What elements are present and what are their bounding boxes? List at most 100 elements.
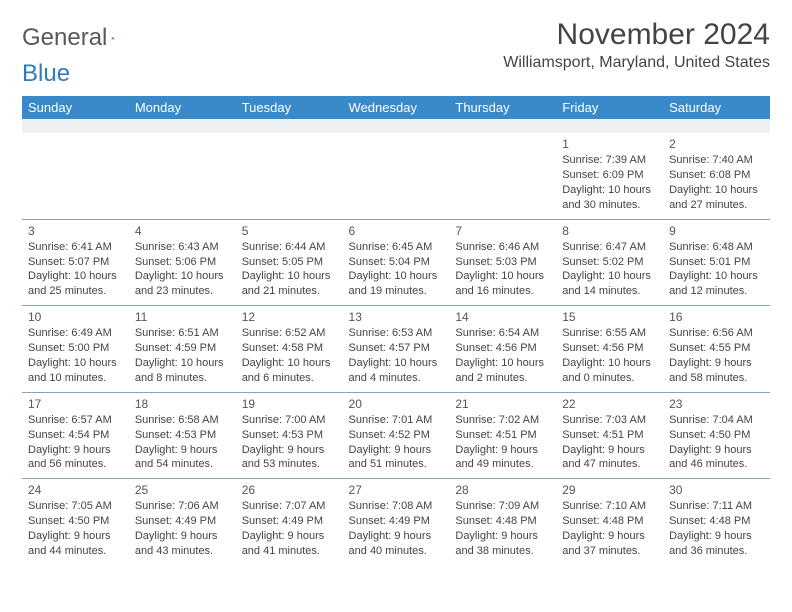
day-cell: 15Sunrise: 6:55 AMSunset: 4:56 PMDayligh… [556,306,663,393]
daylight-text: Daylight: 9 hours and 43 minutes. [135,529,230,559]
daylight-text: Daylight: 9 hours and 58 minutes. [669,356,764,386]
sunrise-text: Sunrise: 6:44 AM [242,240,337,255]
day-cell: 1Sunrise: 7:39 AMSunset: 6:09 PMDaylight… [556,133,663,219]
daylight-text: Daylight: 10 hours and 16 minutes. [455,269,550,299]
sunset-text: Sunset: 4:48 PM [669,514,764,529]
sunset-text: Sunset: 5:06 PM [135,255,230,270]
dh-sun: Sunday [22,96,129,119]
day-cell: 4Sunrise: 6:43 AMSunset: 5:06 PMDaylight… [129,219,236,306]
daylight-text: Daylight: 9 hours and 37 minutes. [562,529,657,559]
daylight-text: Daylight: 10 hours and 19 minutes. [349,269,444,299]
sunset-text: Sunset: 4:48 PM [562,514,657,529]
logo: General [22,18,135,52]
sunrise-text: Sunrise: 6:45 AM [349,240,444,255]
day-number: 15 [562,309,657,325]
location: Williamsport, Maryland, United States [503,54,770,72]
day-cell: 13Sunrise: 6:53 AMSunset: 4:57 PMDayligh… [343,306,450,393]
daylight-text: Daylight: 10 hours and 30 minutes. [562,183,657,213]
day-number: 4 [135,223,230,239]
day-cell: 11Sunrise: 6:51 AMSunset: 4:59 PMDayligh… [129,306,236,393]
day-number: 13 [349,309,444,325]
day-number: 2 [669,136,764,152]
sunrise-text: Sunrise: 6:54 AM [455,326,550,341]
daylight-text: Daylight: 10 hours and 25 minutes. [28,269,123,299]
sunrise-text: Sunrise: 6:43 AM [135,240,230,255]
sunset-text: Sunset: 4:59 PM [135,341,230,356]
sunrise-text: Sunrise: 6:41 AM [28,240,123,255]
daylight-text: Daylight: 9 hours and 44 minutes. [28,529,123,559]
calendar-table: Sunday Monday Tuesday Wednesday Thursday… [22,96,770,565]
day-cell: 18Sunrise: 6:58 AMSunset: 4:53 PMDayligh… [129,392,236,479]
sunrise-text: Sunrise: 6:48 AM [669,240,764,255]
daylight-text: Daylight: 10 hours and 0 minutes. [562,356,657,386]
day-cell: 10Sunrise: 6:49 AMSunset: 5:00 PMDayligh… [22,306,129,393]
sunset-text: Sunset: 4:54 PM [28,428,123,443]
day-header-row: Sunday Monday Tuesday Wednesday Thursday… [22,96,770,119]
daylight-text: Daylight: 9 hours and 56 minutes. [28,443,123,473]
day-cell: 8Sunrise: 6:47 AMSunset: 5:02 PMDaylight… [556,219,663,306]
sunset-text: Sunset: 4:57 PM [349,341,444,356]
daylight-text: Daylight: 10 hours and 14 minutes. [562,269,657,299]
month-title: November 2024 [503,18,770,52]
sunset-text: Sunset: 4:50 PM [669,428,764,443]
sunset-text: Sunset: 4:49 PM [242,514,337,529]
day-number: 7 [455,223,550,239]
sunset-text: Sunset: 4:58 PM [242,341,337,356]
day-cell: 17Sunrise: 6:57 AMSunset: 4:54 PMDayligh… [22,392,129,479]
sunset-text: Sunset: 5:04 PM [349,255,444,270]
day-cell: 22Sunrise: 7:03 AMSunset: 4:51 PMDayligh… [556,392,663,479]
day-number: 26 [242,482,337,498]
day-number: 3 [28,223,123,239]
sunrise-text: Sunrise: 7:02 AM [455,413,550,428]
dh-fri: Friday [556,96,663,119]
daylight-text: Daylight: 10 hours and 4 minutes. [349,356,444,386]
day-number: 11 [135,309,230,325]
day-cell: 20Sunrise: 7:01 AMSunset: 4:52 PMDayligh… [343,392,450,479]
week-row: 17Sunrise: 6:57 AMSunset: 4:54 PMDayligh… [22,392,770,479]
daylight-text: Daylight: 9 hours and 46 minutes. [669,443,764,473]
daylight-text: Daylight: 9 hours and 40 minutes. [349,529,444,559]
day-number: 29 [562,482,657,498]
dh-sat: Saturday [663,96,770,119]
day-cell: 21Sunrise: 7:02 AMSunset: 4:51 PMDayligh… [449,392,556,479]
sunset-text: Sunset: 6:09 PM [562,168,657,183]
daylight-text: Daylight: 9 hours and 49 minutes. [455,443,550,473]
sunrise-text: Sunrise: 7:39 AM [562,153,657,168]
day-cell: 27Sunrise: 7:08 AMSunset: 4:49 PMDayligh… [343,479,450,565]
day-cell [343,133,450,219]
day-cell: 28Sunrise: 7:09 AMSunset: 4:48 PMDayligh… [449,479,556,565]
day-number: 5 [242,223,337,239]
logo-text-blue: Blue [22,60,70,88]
day-number: 16 [669,309,764,325]
daylight-text: Daylight: 10 hours and 12 minutes. [669,269,764,299]
day-cell: 7Sunrise: 6:46 AMSunset: 5:03 PMDaylight… [449,219,556,306]
sunrise-text: Sunrise: 7:09 AM [455,499,550,514]
sunset-text: Sunset: 5:05 PM [242,255,337,270]
day-cell [129,133,236,219]
sunset-text: Sunset: 4:55 PM [669,341,764,356]
day-number: 17 [28,396,123,412]
spacer-row [22,119,770,133]
day-cell: 29Sunrise: 7:10 AMSunset: 4:48 PMDayligh… [556,479,663,565]
sunset-text: Sunset: 4:53 PM [242,428,337,443]
sunset-text: Sunset: 4:49 PM [135,514,230,529]
day-number: 8 [562,223,657,239]
day-number: 28 [455,482,550,498]
sunrise-text: Sunrise: 7:40 AM [669,153,764,168]
sunset-text: Sunset: 4:51 PM [562,428,657,443]
sunrise-text: Sunrise: 6:53 AM [349,326,444,341]
day-number: 21 [455,396,550,412]
week-row: 1Sunrise: 7:39 AMSunset: 6:09 PMDaylight… [22,133,770,219]
daylight-text: Daylight: 9 hours and 38 minutes. [455,529,550,559]
day-number: 18 [135,396,230,412]
daylight-text: Daylight: 10 hours and 6 minutes. [242,356,337,386]
day-number: 10 [28,309,123,325]
calendar-body: 1Sunrise: 7:39 AMSunset: 6:09 PMDaylight… [22,119,770,565]
sunrise-text: Sunrise: 7:03 AM [562,413,657,428]
daylight-text: Daylight: 9 hours and 51 minutes. [349,443,444,473]
sunrise-text: Sunrise: 7:07 AM [242,499,337,514]
day-number: 30 [669,482,764,498]
sunrise-text: Sunrise: 6:47 AM [562,240,657,255]
dh-tue: Tuesday [236,96,343,119]
day-number: 23 [669,396,764,412]
